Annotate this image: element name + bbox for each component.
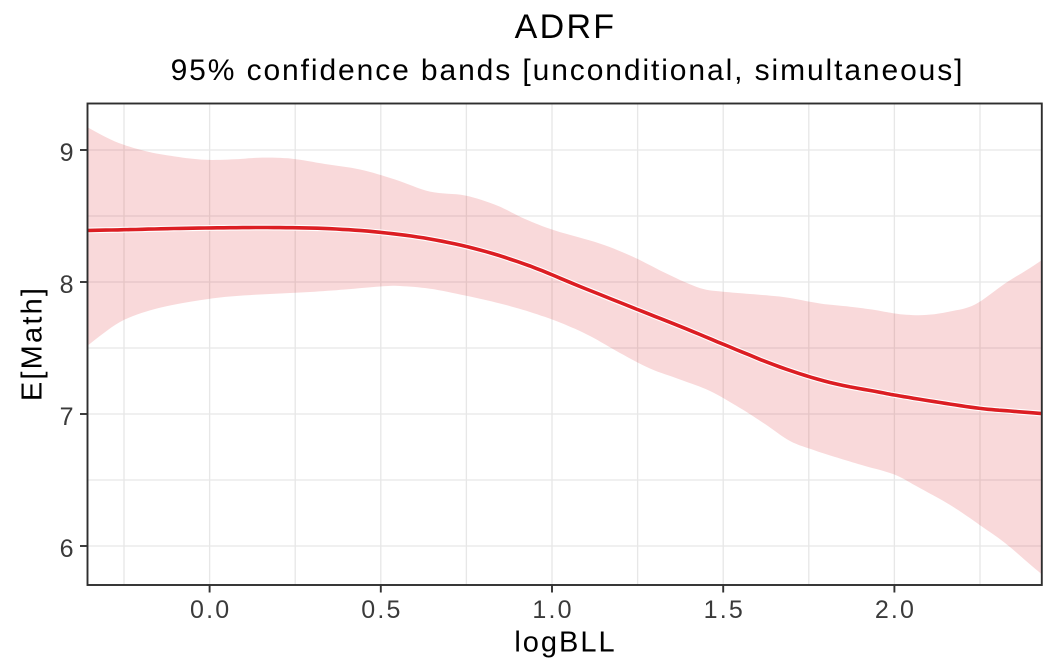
svg-text:95% confidence bands [uncondit: 95% confidence bands [unconditional, sim… bbox=[171, 54, 965, 87]
svg-text:2.0: 2.0 bbox=[875, 596, 916, 624]
svg-text:8: 8 bbox=[60, 271, 74, 299]
svg-text:1.5: 1.5 bbox=[704, 596, 745, 624]
svg-text:9: 9 bbox=[60, 139, 74, 167]
svg-text:0.5: 0.5 bbox=[361, 596, 402, 624]
svg-text:6: 6 bbox=[60, 535, 74, 563]
svg-text:0.0: 0.0 bbox=[190, 596, 231, 624]
svg-text:E[Math]: E[Math] bbox=[17, 286, 49, 401]
svg-text:ADRF: ADRF bbox=[515, 8, 617, 46]
svg-text:logBLL: logBLL bbox=[514, 627, 616, 659]
svg-text:1.0: 1.0 bbox=[532, 596, 573, 624]
svg-text:7: 7 bbox=[60, 403, 74, 431]
